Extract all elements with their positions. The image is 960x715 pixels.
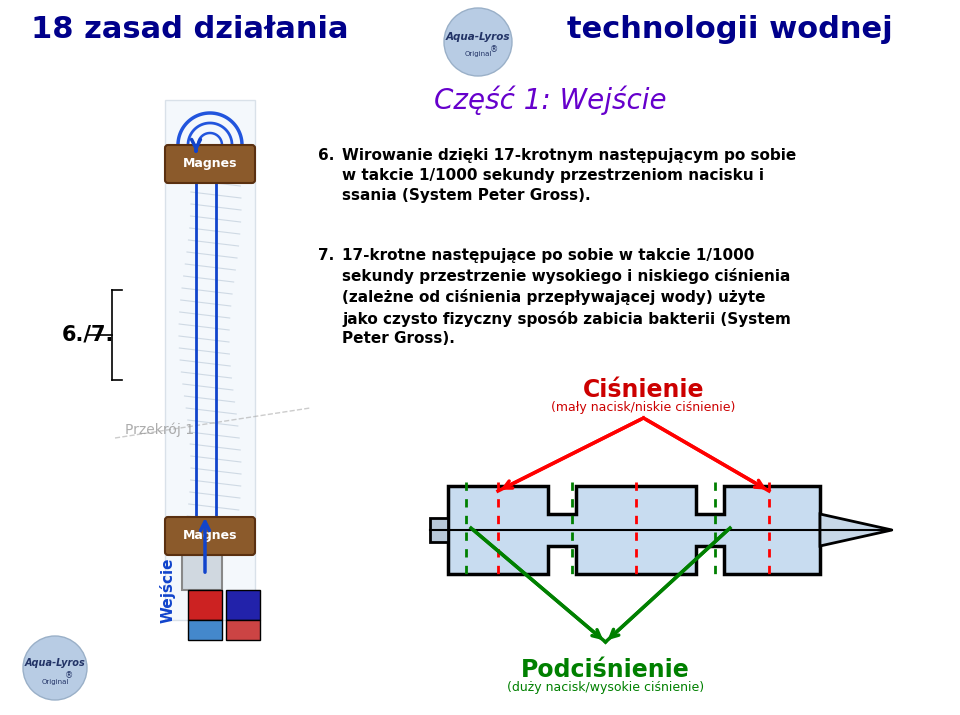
Polygon shape — [448, 486, 820, 574]
Text: Podciśnienie: Podciśnienie — [521, 658, 690, 682]
Text: Original: Original — [465, 51, 492, 57]
FancyBboxPatch shape — [430, 518, 448, 542]
Text: Aqua-Lyros: Aqua-Lyros — [25, 658, 85, 668]
Text: Wejście: Wejście — [160, 557, 176, 623]
Text: Original: Original — [41, 679, 69, 685]
Text: 7.: 7. — [318, 248, 334, 263]
FancyBboxPatch shape — [226, 590, 260, 620]
Text: 6./7.: 6./7. — [62, 325, 114, 345]
Text: Magnes: Magnes — [182, 157, 237, 170]
FancyBboxPatch shape — [165, 517, 255, 555]
Text: Część 1: Wejście: Część 1: Wejście — [434, 85, 666, 114]
Text: technologii wodnej: technologii wodnej — [567, 16, 893, 44]
Text: 17-krotne następujące po sobie w takcie 1/1000
sekundy przestrzenie wysokiego i : 17-krotne następujące po sobie w takcie … — [342, 248, 791, 346]
Text: (mały nacisk/niskie ciśnienie): (mały nacisk/niskie ciśnienie) — [551, 402, 735, 415]
Text: (duży nacisk/wysokie ciśnienie): (duży nacisk/wysokie ciśnienie) — [507, 681, 704, 694]
Text: 6.: 6. — [318, 148, 334, 163]
Text: ®: ® — [490, 46, 498, 54]
Circle shape — [444, 8, 512, 76]
Polygon shape — [820, 514, 892, 546]
FancyBboxPatch shape — [165, 100, 255, 620]
Text: Ciśnienie: Ciśnienie — [583, 378, 705, 402]
FancyBboxPatch shape — [226, 620, 260, 640]
FancyBboxPatch shape — [182, 555, 222, 590]
FancyBboxPatch shape — [165, 145, 255, 183]
Text: Wirowanie dzięki 17-krotnym następującym po sobie
w takcie 1/1000 sekundy przest: Wirowanie dzięki 17-krotnym następującym… — [342, 148, 796, 202]
Text: ®: ® — [65, 671, 73, 681]
Text: Przekrój 1: Przekrój 1 — [125, 423, 194, 438]
FancyBboxPatch shape — [188, 590, 222, 620]
FancyBboxPatch shape — [188, 620, 222, 640]
Text: Magnes: Magnes — [182, 530, 237, 543]
Circle shape — [23, 636, 87, 700]
Text: 18 zasad działania: 18 zasad działania — [32, 16, 348, 44]
Text: Aqua-Lyros: Aqua-Lyros — [445, 32, 511, 42]
